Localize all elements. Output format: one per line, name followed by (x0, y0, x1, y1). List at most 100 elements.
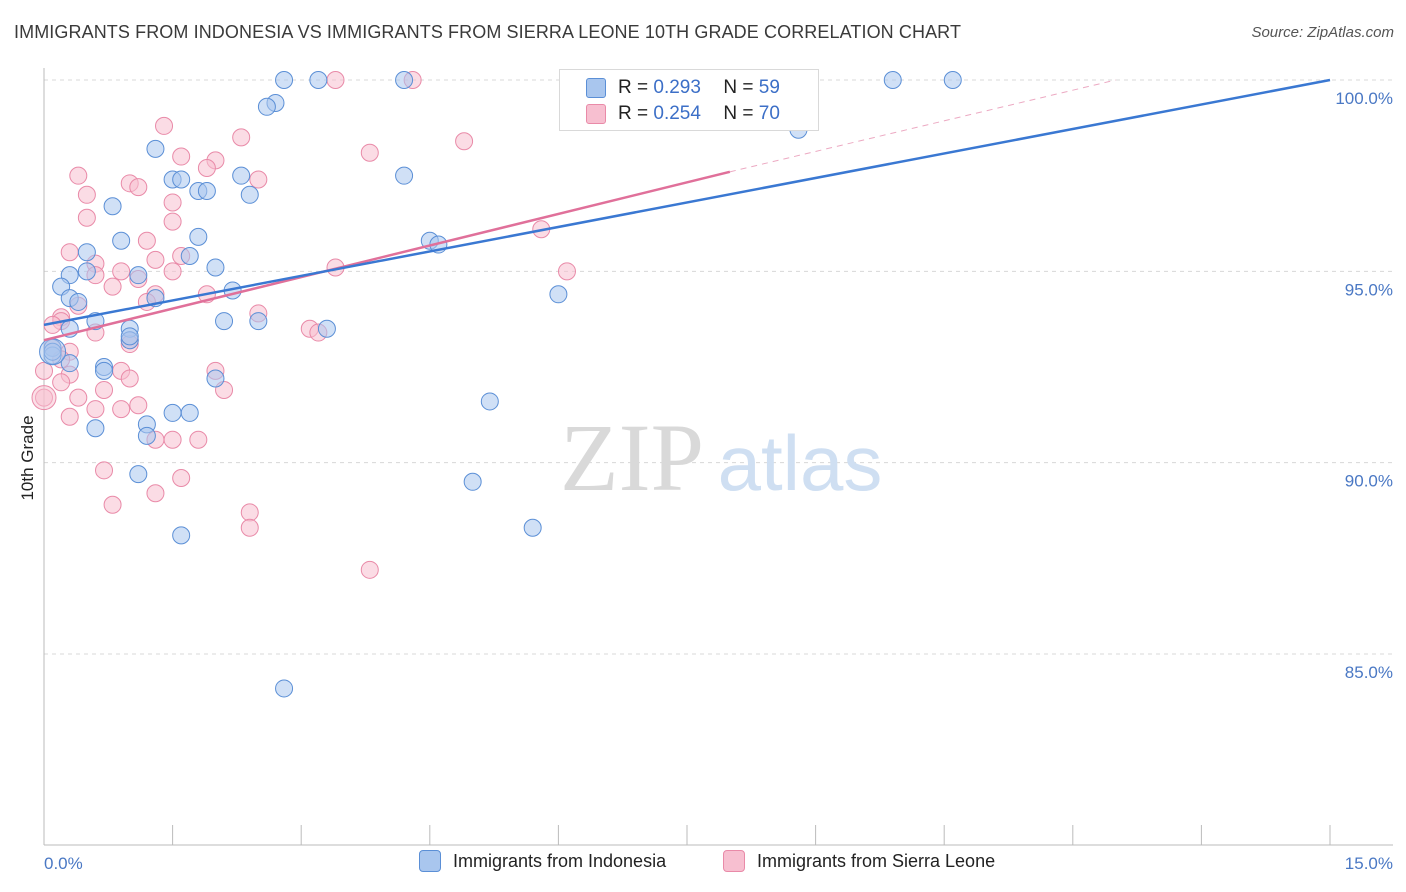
data-point-indonesia (943, 71, 962, 89)
series-indonesia-points (39, 71, 962, 698)
data-point-indonesia (480, 392, 499, 411)
data-point-indonesia (180, 247, 199, 266)
data-point-sierra-leone (60, 407, 79, 426)
legend-r-label: R = (618, 103, 649, 124)
bottom-legend-swatch-indonesia (419, 850, 441, 872)
data-point-indonesia (257, 97, 276, 116)
legend-n-value-indonesia: 59 (758, 77, 780, 98)
data-point-indonesia (77, 262, 96, 281)
data-point-sierra-leone (60, 243, 79, 262)
series-sierra-leone-points (31, 71, 576, 579)
legend-row-indonesia: R = 0.293 N = 59 (586, 75, 780, 101)
data-point-sierra-leone (146, 250, 165, 269)
data-point-indonesia (232, 166, 251, 185)
data-point-sierra-leone (77, 208, 96, 227)
y-tick-labels: 85.0% 90.0% 95.0% 100.0% (1335, 89, 1393, 682)
data-point-sierra-leone (112, 262, 131, 281)
legend-swatch-indonesia (586, 78, 606, 98)
data-point-sierra-leone (95, 380, 114, 399)
data-point-indonesia (120, 327, 139, 346)
data-point-indonesia (189, 227, 208, 246)
legend-n-label: N = (723, 77, 754, 98)
data-point-sierra-leone (163, 193, 182, 212)
x-tick-label: 15.0% (1345, 854, 1393, 873)
data-point-indonesia (309, 71, 328, 89)
data-point-sierra-leone (146, 484, 165, 503)
data-point-indonesia (172, 170, 191, 189)
data-point-sierra-leone (120, 369, 139, 388)
data-point-sierra-leone (69, 388, 88, 407)
y-tick-label: 85.0% (1345, 663, 1393, 682)
data-point-indonesia (172, 526, 191, 545)
bottom-legend-label-sierra-leone: Immigrants from Sierra Leone (757, 850, 996, 871)
data-point-sierra-leone (137, 231, 156, 250)
data-point-indonesia (86, 419, 105, 438)
data-point-indonesia (103, 197, 122, 216)
data-point-sierra-leone (112, 400, 131, 419)
legend-n-label: N = (723, 103, 754, 124)
data-point-indonesia (275, 679, 294, 698)
data-point-indonesia (112, 231, 131, 250)
bottom-legend: Immigrants from Indonesia Immigrants fro… (0, 850, 1406, 878)
data-point-sierra-leone (360, 560, 379, 579)
y-axis-label: 10th Grade (18, 415, 37, 500)
data-point-indonesia (163, 403, 182, 422)
data-point-sierra-leone (240, 518, 259, 537)
data-point-indonesia (883, 71, 902, 89)
data-point-sierra-leone (86, 400, 105, 419)
data-point-sierra-leone (95, 461, 114, 480)
data-point-indonesia (463, 472, 482, 491)
data-point-indonesia (215, 312, 234, 331)
trend-line-indonesia (43, 78, 1331, 327)
data-point-sierra-leone (326, 71, 345, 89)
data-point-indonesia (249, 312, 268, 331)
x-tick-labels: 0.0% 15.0% (44, 854, 1393, 873)
data-point-sierra-leone (189, 430, 208, 449)
data-point-indonesia (275, 71, 294, 89)
legend-n-value-sierra-leone: 70 (758, 103, 780, 124)
data-point-sierra-leone (77, 185, 96, 204)
data-point-indonesia (206, 369, 225, 388)
data-point-indonesia (129, 465, 148, 484)
data-point-sierra-leone (232, 128, 251, 147)
legend: R = 0.293 N = 59 R = 0.254 N = 70 (559, 69, 819, 131)
data-point-sierra-leone (172, 147, 191, 166)
data-point-sierra-leone (35, 361, 53, 380)
data-point-sierra-leone (155, 116, 174, 135)
data-point-sierra-leone (69, 166, 88, 185)
watermark: ZIP atlas (560, 404, 882, 511)
data-point-sierra-leone (129, 178, 148, 197)
data-point-indonesia (549, 285, 568, 304)
trend-lines (43, 78, 1331, 342)
data-point-indonesia (240, 185, 259, 204)
data-point-indonesia (317, 319, 336, 338)
data-point-indonesia (395, 166, 414, 185)
watermark-atlas: atlas (718, 419, 883, 507)
bottom-legend-swatch-sierra-leone (723, 850, 745, 872)
data-point-indonesia (146, 139, 165, 158)
legend-r-value-sierra-leone: 0.254 (653, 103, 701, 124)
data-point-indonesia (129, 266, 148, 285)
data-point-sierra-leone (52, 373, 71, 392)
data-point-indonesia (523, 518, 542, 537)
data-point-sierra-leone (163, 262, 182, 281)
data-point-indonesia (395, 71, 414, 89)
bottom-legend-label-indonesia: Immigrants from Indonesia (453, 850, 667, 871)
data-point-sierra-leone (557, 262, 576, 281)
y-tick-label: 90.0% (1345, 472, 1393, 491)
data-point-indonesia (180, 403, 199, 422)
data-point-indonesia (197, 181, 216, 200)
data-point-sierra-leone (163, 212, 182, 231)
data-point-sierra-leone (197, 159, 216, 178)
data-point-indonesia (60, 354, 79, 373)
legend-r-value-indonesia: 0.293 (653, 77, 701, 98)
data-point-sierra-leone (172, 468, 191, 487)
legend-r-label: R = (618, 77, 649, 98)
data-point-sierra-leone (103, 495, 122, 514)
data-point-sierra-leone (163, 430, 182, 449)
data-point-sierra-leone (129, 396, 148, 415)
gridlines (44, 79, 1393, 655)
bottom-legend-sierra-leone: Immigrants from Sierra Leone (723, 850, 995, 872)
data-point-indonesia (69, 292, 88, 311)
